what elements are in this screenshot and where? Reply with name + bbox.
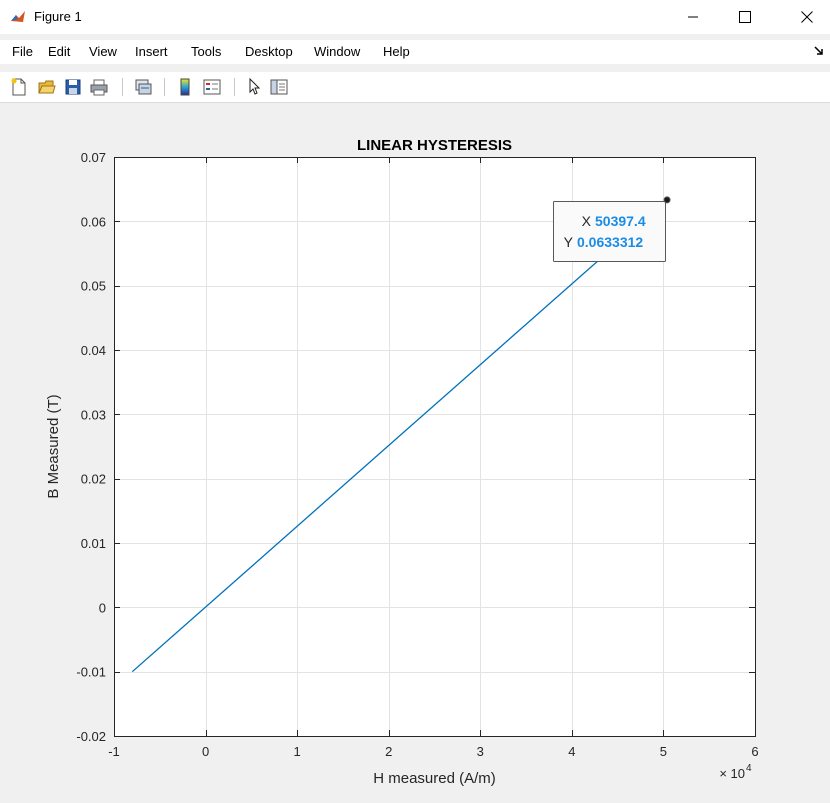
x-tick-label: 4	[568, 744, 575, 759]
y-tick-label: 0.02	[81, 472, 106, 487]
x-tick-label: 1	[294, 744, 301, 759]
datatip-x-value: 50397.4	[595, 213, 646, 229]
y-axis-label: B Measured (T)	[45, 394, 62, 498]
matlab-icon	[10, 9, 26, 25]
open-icon[interactable]	[38, 78, 56, 96]
title-bar: Figure 1	[0, 0, 830, 34]
close-icon	[801, 11, 813, 23]
x-exponent-base: × 10	[719, 766, 745, 781]
menu-help[interactable]: Help	[383, 44, 410, 59]
legend-icon[interactable]	[203, 78, 221, 96]
tick-marks	[114, 157, 756, 737]
chart-svg[interactable]: -1 0 1 2 3 4 5 6 -0.02 -0.01 0 0.01 0.02 0.03 0.04 0.05…	[0, 104, 830, 803]
menu-tools[interactable]: Tools	[191, 44, 222, 59]
y-tick-label: 0	[99, 600, 106, 615]
x-tick-label: 0	[202, 744, 209, 759]
menu-window[interactable]: Window	[314, 44, 361, 59]
figure-toolbar	[0, 72, 830, 103]
y-tick-label: 0.05	[81, 279, 106, 294]
axes-box	[114, 157, 756, 737]
series-line	[131, 199, 668, 673]
window-title: Figure 1	[34, 9, 82, 24]
y-tick-label: -0.02	[76, 729, 106, 744]
datatip-marker[interactable]	[663, 196, 671, 204]
toolbar-separator	[234, 78, 235, 96]
y-tick-label: -0.01	[76, 665, 106, 680]
series-group	[131, 199, 668, 673]
minimize-icon	[688, 16, 698, 18]
datatip-y-label: Y	[564, 234, 574, 250]
x-tick-label: 6	[751, 744, 758, 759]
print-icon[interactable]	[90, 78, 108, 96]
x-tick-label: 5	[660, 744, 667, 759]
chart-title: LINEAR HYSTERESIS	[357, 137, 512, 154]
menu-file[interactable]: File	[12, 44, 33, 59]
y-tick-label: 0.03	[81, 407, 106, 422]
toolbar-separator	[164, 78, 165, 96]
y-tick-label: 0.04	[81, 343, 106, 358]
x-tick-label: 3	[477, 744, 484, 759]
tick-labels: -1 0 1 2 3 4 5 6 -0.02 -0.01 0 0.01 0.02 0.03 0.04 0.05…	[76, 150, 758, 759]
x-tick-label: 2	[385, 744, 392, 759]
datatip-x-label: X	[582, 213, 592, 229]
menu-bar: File Edit View Insert Tools Desktop Wind…	[0, 40, 830, 64]
x-axis-label: H measured (A/m)	[373, 770, 496, 787]
menu-edit[interactable]: Edit	[48, 44, 71, 59]
pointer-icon[interactable]	[246, 78, 264, 96]
maximize-icon	[739, 11, 751, 23]
close-button[interactable]	[784, 0, 830, 34]
toolbar-separator	[122, 78, 123, 96]
link-axes-icon[interactable]	[134, 78, 152, 96]
datatip-y-value: 0.0633312	[577, 234, 643, 250]
y-tick-label: 0.07	[81, 150, 106, 165]
property-inspector-icon[interactable]	[270, 78, 288, 96]
colorbar-icon[interactable]	[176, 78, 194, 96]
menu-desktop[interactable]: Desktop	[245, 44, 293, 59]
maximize-button[interactable]	[722, 0, 768, 34]
minimize-button[interactable]	[670, 0, 716, 34]
y-tick-label: 0.01	[81, 536, 106, 551]
new-figure-icon[interactable]	[10, 78, 28, 96]
x-exponent-power: 4	[746, 763, 752, 774]
save-icon[interactable]	[64, 78, 82, 96]
y-tick-label: 0.06	[81, 214, 106, 229]
datatip[interactable]: X 50397.4 Y 0.0633312	[553, 196, 671, 262]
menu-insert[interactable]: Insert	[135, 44, 168, 59]
x-exponent: × 10 4	[719, 763, 752, 781]
figure-canvas: -1 0 1 2 3 4 5 6 -0.02 -0.01 0 0.01 0.02 0.03 0.04 0.05…	[0, 104, 830, 803]
datatip-box	[553, 201, 666, 262]
menu-view[interactable]: View	[89, 44, 117, 59]
dock-figure-icon[interactable]	[814, 46, 824, 56]
x-tick-label: -1	[108, 744, 120, 759]
